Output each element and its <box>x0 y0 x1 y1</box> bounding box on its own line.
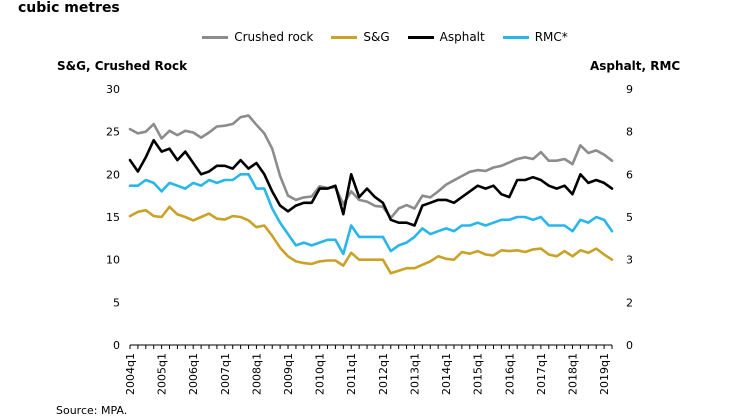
legend-item-rmc: RMC* <box>502 30 568 44</box>
legend-swatch-rmc <box>502 35 529 39</box>
x-tick-label: 2005q1 <box>156 353 169 395</box>
chart-title: cubic metres <box>18 0 120 16</box>
x-tick-label: 2010q1 <box>314 353 327 395</box>
left-tick-label: 30 <box>106 83 120 96</box>
legend-label-asphalt: Asphalt <box>439 30 485 44</box>
left-tick-label: 5 <box>113 296 120 309</box>
x-tick-label: 2009q1 <box>282 353 295 395</box>
right-tick-label: 8 <box>626 126 633 139</box>
legend-item-sg: S&G <box>331 30 390 44</box>
legend-label-rmc: RMC* <box>534 30 568 44</box>
left-tick-label: 25 <box>106 126 120 139</box>
left-tick-label: 20 <box>106 168 120 181</box>
legend-label-crushed-rock: Crushed rock <box>234 30 314 44</box>
legend-swatch-sg <box>331 35 358 39</box>
legend-label-sg: S&G <box>363 30 390 44</box>
right-tick-label: 6 <box>626 168 633 181</box>
legend-swatch-crushed-rock <box>202 35 229 39</box>
series-line-rmc <box>128 173 614 256</box>
legend-swatch-asphalt <box>407 35 434 39</box>
x-tick-label: 2015q1 <box>472 353 485 395</box>
left-tick-label: 10 <box>106 254 120 267</box>
x-tick-label: 2006q1 <box>187 353 200 395</box>
right-axis-title: Asphalt, RMC <box>590 59 681 73</box>
left-tick-label: 0 <box>113 339 120 352</box>
right-tick-label: 2 <box>626 296 633 309</box>
right-tick-label: 3 <box>626 254 633 267</box>
legend: Crushed rock S&G Asphalt RMC* <box>0 30 730 44</box>
x-tick-label: 2019q1 <box>598 353 611 395</box>
right-tick-label: 9 <box>626 83 633 96</box>
right-tick-label: 5 <box>626 211 633 224</box>
legend-item-asphalt: Asphalt <box>407 30 485 44</box>
left-axis-title: S&G, Crushed Rock <box>57 59 188 73</box>
x-tick-label: 2018q1 <box>566 353 579 395</box>
x-tick-label: 2007q1 <box>219 353 232 395</box>
legend-item-crushed-rock: Crushed rock <box>202 30 313 44</box>
x-tick-label: 2004q1 <box>124 353 137 395</box>
series-line-crushed-rock <box>128 114 614 220</box>
series-line-asphalt <box>128 138 614 227</box>
x-tick-label: 2011q1 <box>345 353 358 395</box>
x-tick-label: 2017q1 <box>535 353 548 395</box>
left-tick-label: 15 <box>106 211 120 224</box>
x-tick-label: 2016q1 <box>503 353 516 395</box>
right-tick-label: 0 <box>626 339 633 352</box>
x-tick-label: 2013q1 <box>408 353 421 395</box>
x-tick-label: 2014q1 <box>440 353 453 395</box>
source-note: Source: MPA. <box>56 404 128 417</box>
x-tick-label: 2012q1 <box>377 353 390 395</box>
x-tick-label: 2008q1 <box>250 353 263 395</box>
series-line-s-g <box>128 205 614 275</box>
